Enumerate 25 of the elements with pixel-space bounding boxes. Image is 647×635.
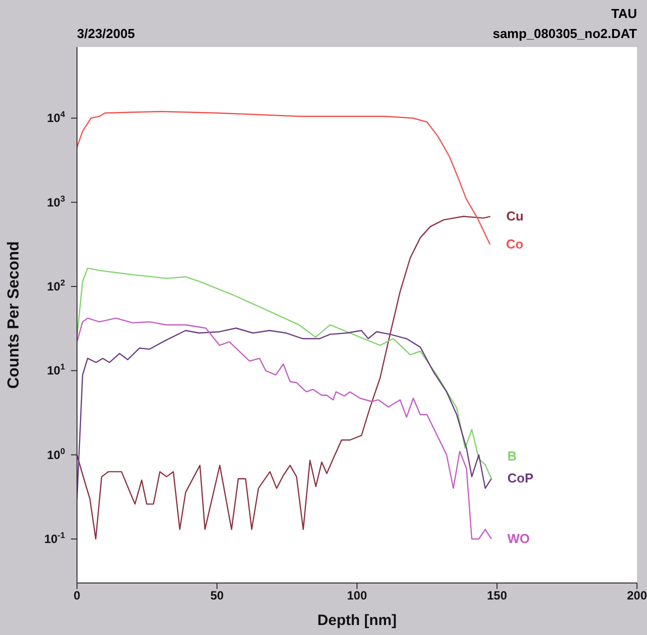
text: TAU [611, 6, 637, 21]
series-label: WO [507, 530, 530, 546]
y-tick-label: 10$^{2}$ [46, 277, 66, 294]
y-tick-label: 10$^{1}$ [46, 362, 66, 378]
y-tick-label: 10$^{-1}$ [44, 530, 66, 546]
line-series [77, 216, 491, 540]
y-tick-label: 10$^{4}$ [46, 109, 66, 126]
x-tick-label: 100 [346, 588, 368, 603]
series-label: Co [506, 236, 524, 252]
line-series [77, 110, 491, 246]
x-tick-label: 200 [626, 588, 647, 603]
x-tick-label: 0 [74, 588, 81, 603]
x-tick-label: 150 [486, 588, 508, 603]
series-label: B [507, 448, 517, 464]
line-series [77, 318, 492, 540]
line-series [77, 268, 492, 480]
y-tick-label: 10$^{3}$ [46, 193, 66, 210]
x-axis-title: Depth [nm] [317, 612, 397, 629]
text: samp_080305_no2.DAT [492, 26, 637, 41]
x-tick-label: 50 [210, 588, 224, 603]
series-label: Cu [506, 208, 524, 224]
y-tick-label: 10$^{0}$ [46, 446, 66, 462]
series-label: CoP [507, 470, 534, 486]
text: 3/23/2005 [77, 26, 135, 41]
y-axis-title: Counts Per Second [6, 241, 23, 389]
